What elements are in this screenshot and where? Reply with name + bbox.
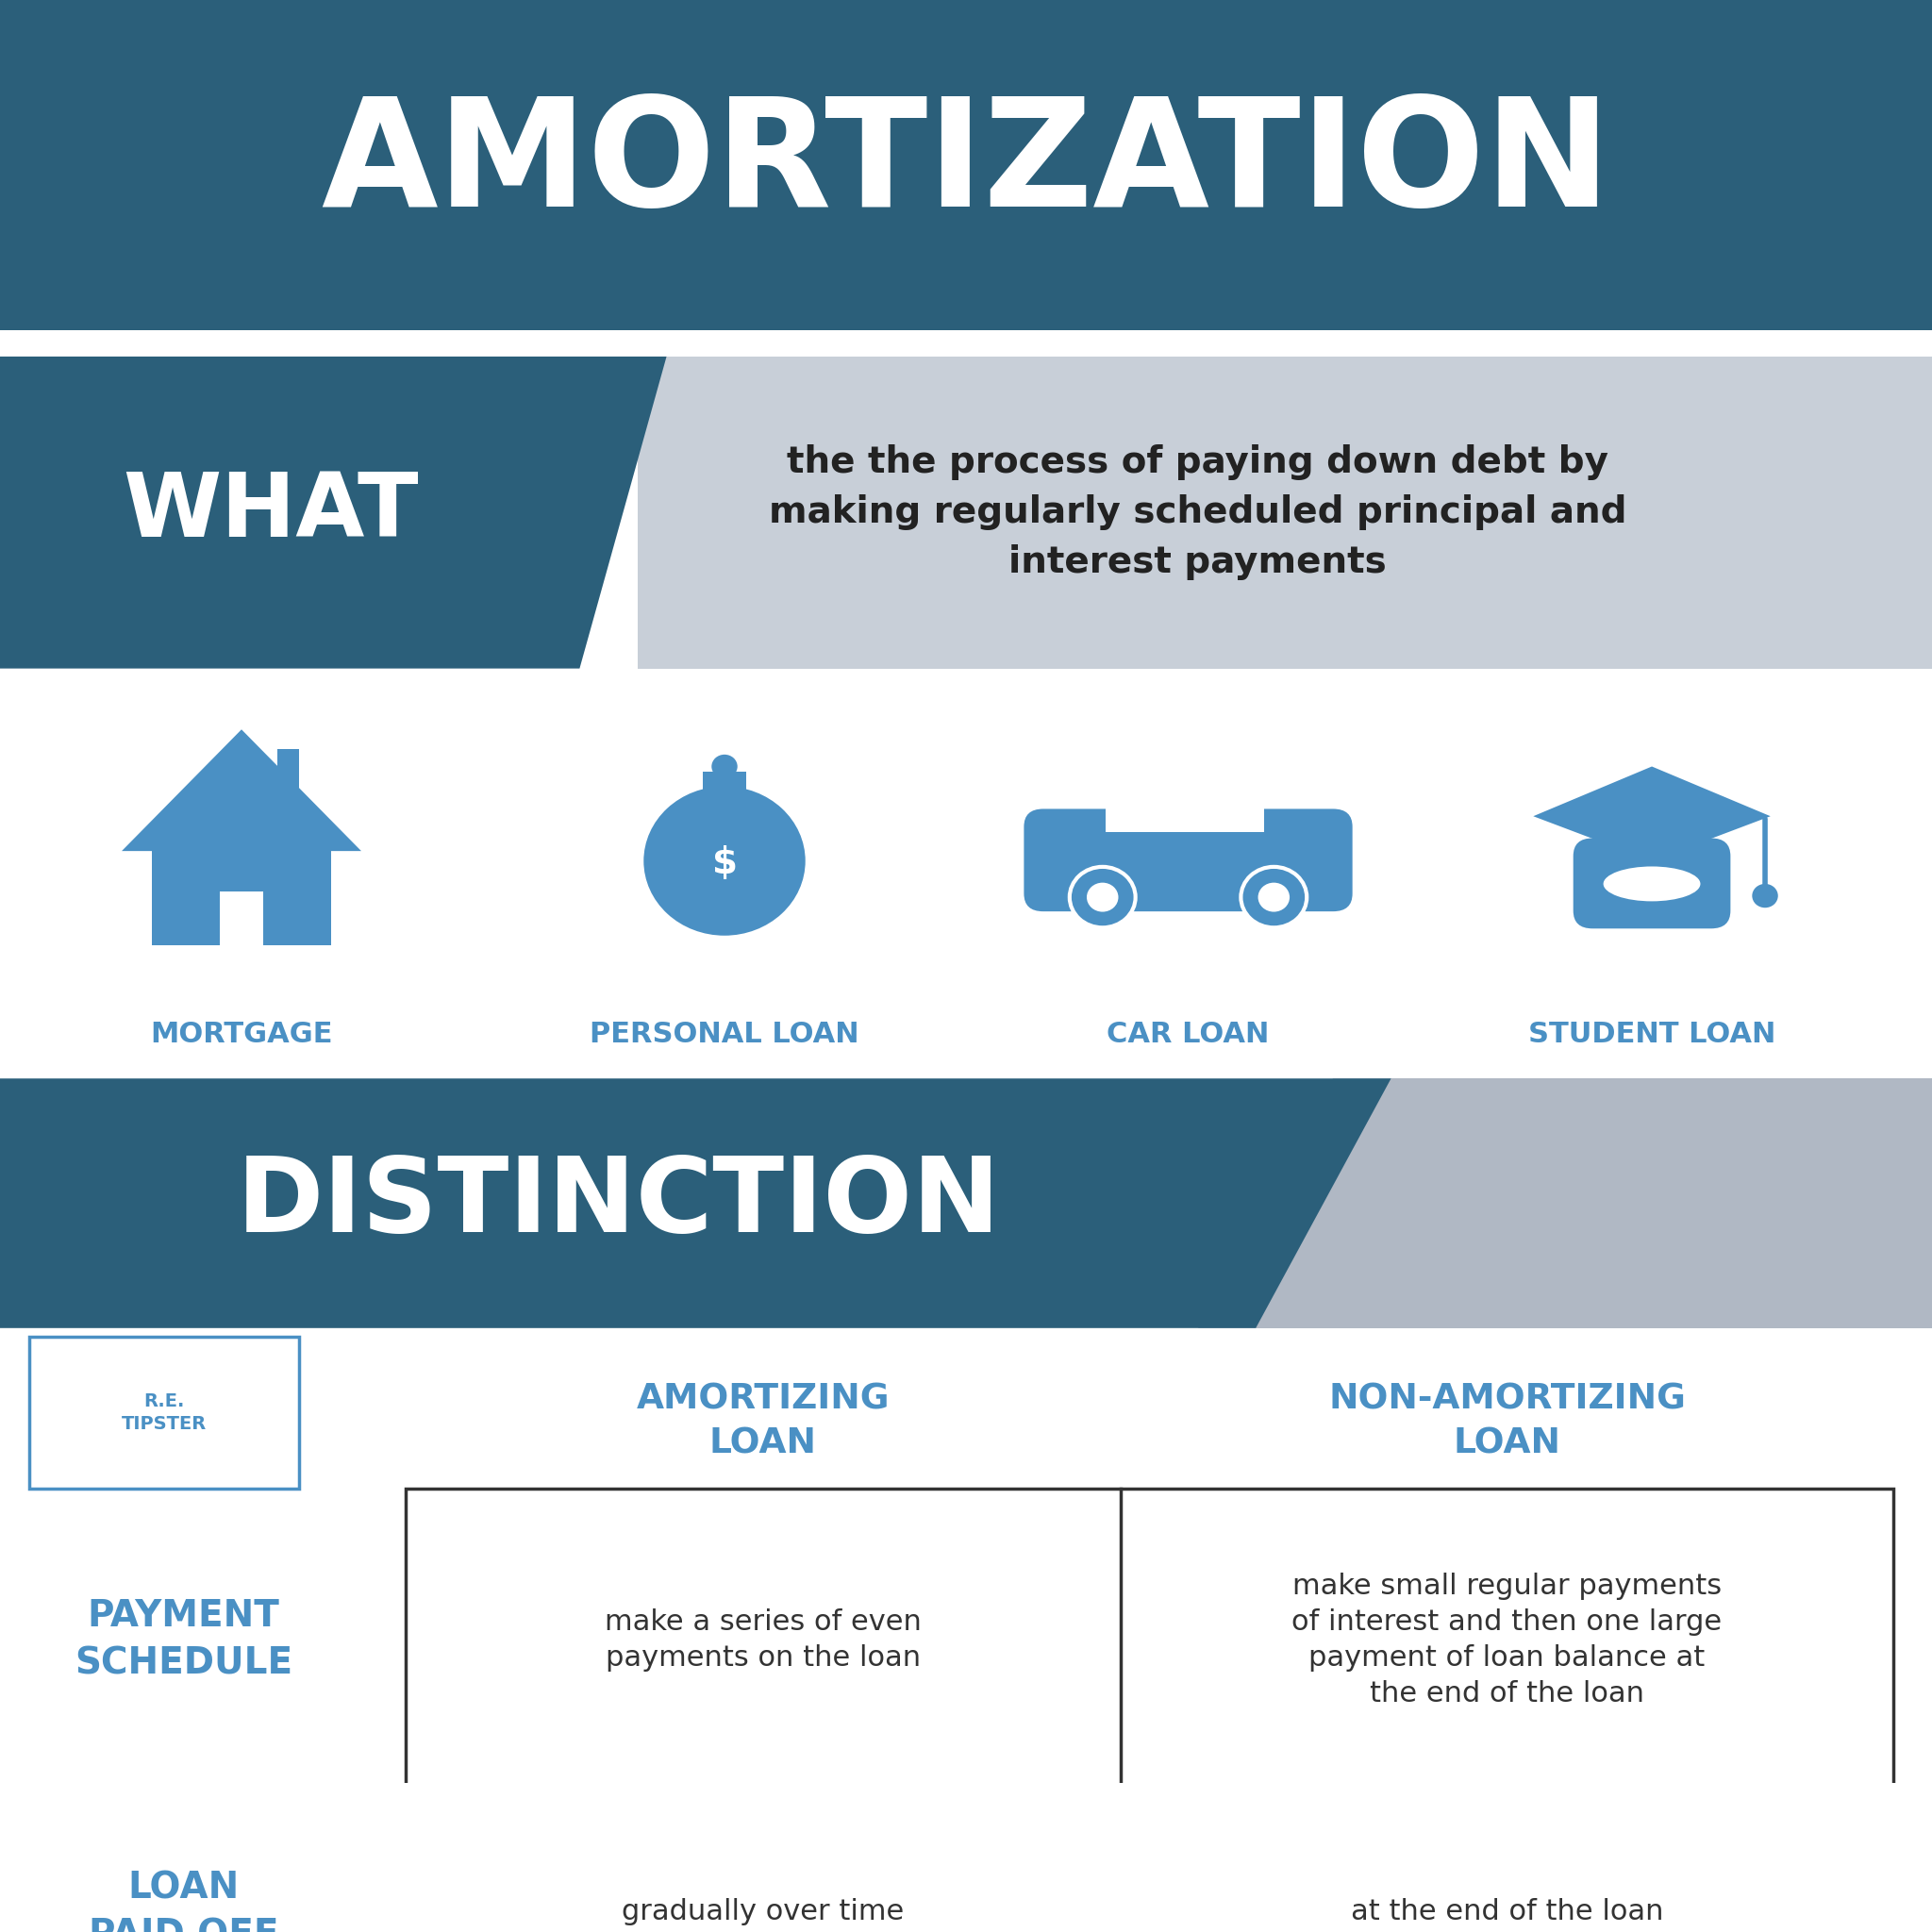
- Text: AMORTIZATION: AMORTIZATION: [321, 93, 1611, 238]
- Circle shape: [643, 786, 806, 935]
- Polygon shape: [1534, 767, 1770, 862]
- Polygon shape: [122, 730, 361, 850]
- Text: AMORTIZING
LOAN: AMORTIZING LOAN: [636, 1383, 891, 1461]
- FancyBboxPatch shape: [0, 330, 1932, 357]
- FancyBboxPatch shape: [703, 771, 746, 802]
- Circle shape: [1070, 867, 1136, 927]
- FancyBboxPatch shape: [0, 0, 1932, 330]
- Text: NON-AMORTIZING
LOAN: NON-AMORTIZING LOAN: [1329, 1383, 1685, 1461]
- Polygon shape: [0, 357, 667, 668]
- Circle shape: [1240, 867, 1306, 927]
- Text: WHAT: WHAT: [122, 469, 419, 556]
- Circle shape: [1752, 883, 1777, 908]
- Polygon shape: [1109, 773, 1267, 827]
- Text: R.E.
TIPSTER: R.E. TIPSTER: [122, 1393, 207, 1434]
- FancyBboxPatch shape: [1573, 838, 1731, 929]
- Circle shape: [1086, 883, 1119, 912]
- FancyBboxPatch shape: [406, 1488, 1893, 1932]
- Text: LOAN
PAID OFF: LOAN PAID OFF: [89, 1870, 278, 1932]
- Ellipse shape: [1604, 866, 1700, 900]
- Text: make small regular payments
of interest and then one large
payment of loan balan: make small regular payments of interest …: [1293, 1573, 1721, 1708]
- FancyBboxPatch shape: [1024, 810, 1352, 912]
- FancyBboxPatch shape: [151, 850, 332, 945]
- FancyBboxPatch shape: [278, 750, 299, 796]
- FancyBboxPatch shape: [1105, 771, 1184, 833]
- Text: gradually over time: gradually over time: [622, 1899, 904, 1926]
- Text: STUDENT LOAN: STUDENT LOAN: [1528, 1020, 1776, 1047]
- Text: $: $: [711, 844, 738, 881]
- Circle shape: [1258, 883, 1291, 912]
- Text: DISTINCTION: DISTINCTION: [236, 1153, 1001, 1254]
- Text: make a series of even
payments on the loan: make a series of even payments on the lo…: [605, 1607, 922, 1671]
- Text: the the process of paying down debt by
making regularly scheduled principal and
: the the process of paying down debt by m…: [769, 444, 1627, 580]
- Polygon shape: [0, 1078, 1391, 1327]
- Text: MORTGAGE: MORTGAGE: [151, 1020, 332, 1047]
- FancyBboxPatch shape: [1184, 771, 1264, 833]
- Text: at the end of the loan: at the end of the loan: [1350, 1899, 1663, 1926]
- FancyBboxPatch shape: [220, 893, 263, 945]
- Polygon shape: [1198, 1078, 1932, 1327]
- FancyBboxPatch shape: [29, 1337, 299, 1488]
- Text: PERSONAL LOAN: PERSONAL LOAN: [589, 1020, 860, 1047]
- Text: PAYMENT
SCHEDULE: PAYMENT SCHEDULE: [75, 1598, 292, 1681]
- Text: CAR LOAN: CAR LOAN: [1107, 1020, 1269, 1047]
- Polygon shape: [638, 357, 1932, 668]
- Circle shape: [711, 755, 738, 779]
